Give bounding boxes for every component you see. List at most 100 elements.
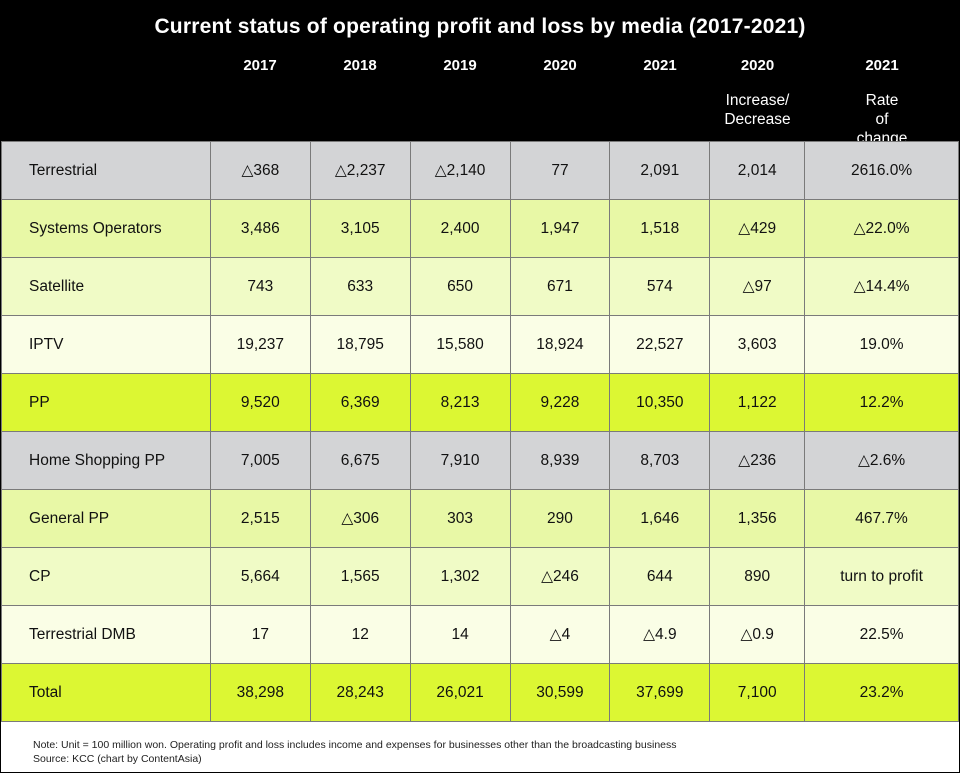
table-cell: 6,369 — [309, 373, 411, 432]
table-cell: 1,356 — [709, 489, 806, 548]
table-cell: 6,675 — [309, 431, 411, 490]
table-cell: 18,924 — [509, 315, 611, 374]
table-cell: 650 — [409, 257, 511, 316]
row-label: General PP — [1, 489, 211, 548]
table-cell: 23.2% — [804, 663, 959, 722]
column-header-6: 2021 — [865, 57, 899, 74]
table-cell: 2616.0% — [804, 141, 959, 200]
table-cell: 77 — [509, 141, 611, 200]
table-cell: 1,565 — [309, 547, 411, 606]
table-cell: 9,520 — [209, 373, 311, 432]
table-body: Terrestrial △368 △2,237 △2,140 77 2,091 2,014 2… — [1, 141, 959, 722]
table-cell: △0.9 — [709, 605, 806, 664]
row-label: IPTV — [1, 315, 211, 374]
row-label: PP — [1, 373, 211, 432]
source-note: Source: KCC (chart by ContentAsia) — [33, 753, 202, 765]
table-cell: △368 — [209, 141, 311, 200]
table-cell: 19.0% — [804, 315, 959, 374]
table-cell: 890 — [709, 547, 806, 606]
table-cell: 22,527 — [609, 315, 711, 374]
table-cell: △2.6% — [804, 431, 959, 490]
table-cell: 14 — [409, 605, 511, 664]
table-cell: 18,795 — [309, 315, 411, 374]
row-label: Systems Operators — [1, 199, 211, 258]
data-table: Terrestrial △368 △2,237 △2,140 77 2,091 2,014 2… — [1, 141, 959, 722]
table-row: PP 9,520 6,369 8,213 9,228 10,350 1,122 12.2% — [1, 373, 959, 432]
table-cell: 12.2% — [804, 373, 959, 432]
table-cell: 743 — [209, 257, 311, 316]
table-cell: 7,910 — [409, 431, 511, 490]
table-cell: 574 — [609, 257, 711, 316]
table-cell: 1,646 — [609, 489, 711, 548]
table-cell: 8,213 — [409, 373, 511, 432]
table-cell: 3,486 — [209, 199, 311, 258]
table-cell: △4 — [509, 605, 611, 664]
table-row: General PP 2,515 △306 303 290 1,646 1,356 467.7… — [1, 489, 959, 548]
row-label: Home Shopping PP — [1, 431, 211, 490]
column-header-2: 2019 — [443, 57, 477, 74]
table-cell: △2,237 — [309, 141, 411, 200]
table-cell: 1,947 — [509, 199, 611, 258]
row-label: Satellite — [1, 257, 211, 316]
table-cell: △22.0% — [804, 199, 959, 258]
table-cell: 30,599 — [509, 663, 611, 722]
table-cell: 1,122 — [709, 373, 806, 432]
row-label: Terrestrial — [1, 141, 211, 200]
unit-note: Note: Unit = 100 million won. Operating … — [33, 739, 677, 751]
table-cell: 290 — [509, 489, 611, 548]
table-cell: 1,518 — [609, 199, 711, 258]
table-cell: 303 — [409, 489, 511, 548]
table-row: IPTV 19,237 18,795 15,580 18,924 22,527 3,603 1… — [1, 315, 959, 374]
table-cell: 1,302 — [409, 547, 511, 606]
table-cell: 3,603 — [709, 315, 806, 374]
row-label: Terrestrial DMB — [1, 605, 211, 664]
table-cell: 5,664 — [209, 547, 311, 606]
table-cell: 2,014 — [709, 141, 806, 200]
table-cell: 8,703 — [609, 431, 711, 490]
table-cell: 2,091 — [609, 141, 711, 200]
table-cell: 2,400 — [409, 199, 511, 258]
column-subheader-5: Increase/Decrease — [724, 92, 791, 128]
table-row: Satellite 743 633 650 671 574 △97 △14.4% — [1, 257, 959, 316]
table-cell: 10,350 — [609, 373, 711, 432]
table-cell: 9,228 — [509, 373, 611, 432]
table-cell: 7,005 — [209, 431, 311, 490]
table-cell: 671 — [509, 257, 611, 316]
table-row: Home Shopping PP 7,005 6,675 7,910 8,939 8,70… — [1, 431, 959, 490]
table-cell: 26,021 — [409, 663, 511, 722]
table-cell: 22.5% — [804, 605, 959, 664]
table-title: Current status of operating profit and l… — [154, 15, 806, 38]
table-cell: △97 — [709, 257, 806, 316]
table-cell: △4.9 — [609, 605, 711, 664]
table-row: Terrestrial DMB 17 12 14 △4 △4.9 △0.9 22.5% — [1, 605, 959, 664]
column-header-3: 2020 — [543, 57, 577, 74]
table-cell: 38,298 — [209, 663, 311, 722]
table-cell: 633 — [309, 257, 411, 316]
table-cell: 7,100 — [709, 663, 806, 722]
table-cell: 8,939 — [509, 431, 611, 490]
table-cell: △246 — [509, 547, 611, 606]
column-header-5: 2020 — [740, 57, 775, 74]
table-cell: 28,243 — [309, 663, 411, 722]
table-cell: △429 — [709, 199, 806, 258]
table-row: Total 38,298 28,243 26,021 30,599 37,699 7,100… — [1, 663, 959, 722]
table-cell: 15,580 — [409, 315, 511, 374]
column-header-0: 2017 — [243, 57, 277, 74]
table-cell: △2,140 — [409, 141, 511, 200]
row-label: Total — [1, 663, 211, 722]
table-header: Current status of operating profit and l… — [1, 1, 959, 147]
table-cell: 3,105 — [309, 199, 411, 258]
table-cell: turn to profit — [804, 547, 959, 606]
table-cell: 467.7% — [804, 489, 959, 548]
table-cell: 17 — [209, 605, 311, 664]
table-row: Terrestrial △368 △2,237 △2,140 77 2,091 2,014 2… — [1, 141, 959, 200]
table-cell: 2,515 — [209, 489, 311, 548]
column-header-4: 2021 — [643, 57, 677, 74]
table-cell: △14.4% — [804, 257, 959, 316]
footer-notes: Note: Unit = 100 million won. Operating … — [33, 738, 677, 766]
table-cell: 37,699 — [609, 663, 711, 722]
column-subheader-6: Rate of change — [856, 92, 908, 147]
table-cell: 19,237 — [209, 315, 311, 374]
table-row: CP 5,664 1,565 1,302 △246 644 890 turn to profi… — [1, 547, 959, 606]
